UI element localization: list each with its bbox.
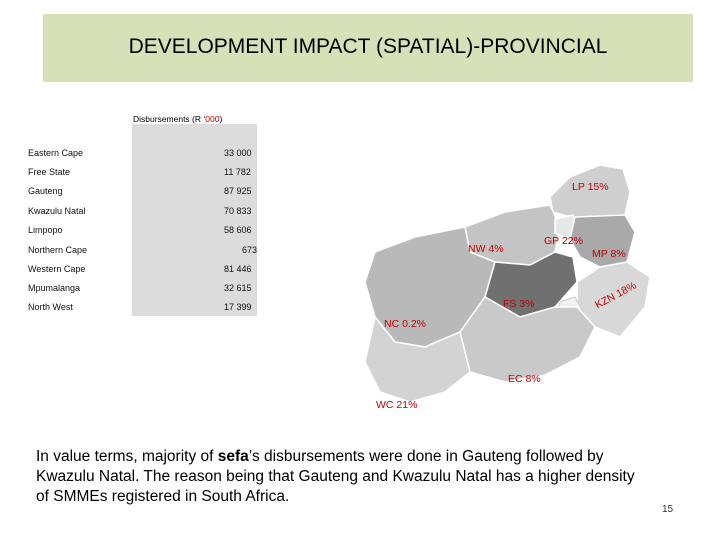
province-value: 70 833 [224, 206, 252, 216]
map-label-gp: GP 22% [544, 235, 583, 247]
map-label-nw: NW 4% [468, 243, 504, 255]
map-label-wc: WC 21% [376, 399, 418, 411]
province-name: Gauteng [28, 186, 63, 196]
province-value: 58 606 [224, 225, 252, 235]
table-row: Limpopo 58 606 [28, 225, 257, 244]
caption-brand: sefa [217, 448, 249, 465]
table-row: Northern Cape 673 [28, 245, 257, 264]
province-name: Free State [28, 167, 71, 177]
disbursement-table: Eastern Cape 33 000 Free State 11 782 Gaut… [28, 124, 257, 316]
table-header-suffix: ) [219, 114, 223, 124]
province-value: 81 446 [224, 264, 252, 274]
province-name: Mpumalanga [28, 283, 81, 293]
map-label-lp: LP 15% [572, 181, 609, 193]
table-row: Gauteng 87 925 [28, 186, 257, 205]
table-header: Disbursements (R ‘000) [133, 114, 222, 124]
table-row: Kwazulu Natal 70 833 [28, 206, 257, 225]
province-value: 32 615 [224, 283, 252, 293]
table-header-prefix: Disbursements (R ‘ [133, 114, 206, 124]
caption-before: In value terms, majority of [36, 448, 218, 465]
province-value: 33 000 [224, 148, 252, 158]
table-row: Western Cape 81 446 [28, 264, 257, 283]
caption-text: In value terms, majority of sefa’s disbu… [36, 447, 646, 507]
title-banner [43, 14, 693, 82]
province-name: Kwazulu Natal [28, 206, 86, 216]
province-name: North West [28, 302, 73, 312]
province-name: Limpopo [28, 225, 63, 235]
map-label-fs: FS 3% [503, 298, 535, 310]
slide-title: DEVELOPMENT IMPACT (SPATIAL)-PROVINCIAL [128, 35, 608, 58]
table-row: North West 17 399 [28, 302, 257, 321]
south-africa-map [364, 164, 651, 403]
map-region-western-cape [364, 315, 471, 403]
map-label-ec: EC 8% [508, 373, 541, 385]
province-name: Eastern Cape [28, 148, 84, 158]
map-label-nc: NC 0.2% [384, 318, 427, 330]
map-region-kwazulu-natal [576, 261, 651, 338]
province-value: 11 782 [224, 167, 251, 177]
province-value: 87 925 [224, 186, 252, 196]
table-header-unit: 000 [205, 114, 220, 124]
province-name: Western Cape [28, 264, 86, 274]
table-row: Mpumalanga 32 615 [28, 283, 257, 302]
province-value: 17 399 [224, 302, 252, 312]
page-number: 15 [662, 504, 674, 515]
value-column-shade [132, 124, 257, 316]
province-value: 673 [241, 245, 257, 255]
map-region-eastern-cape [459, 296, 596, 383]
province-name: Northern Cape [28, 245, 88, 255]
map-label-mp: MP 8% [592, 248, 626, 260]
table-row: Free State 11 782 [28, 167, 257, 186]
caption-after: ’s disbursements were done in Gauteng fo… [36, 448, 635, 505]
table-row: Eastern Cape 33 000 [28, 148, 257, 167]
map-region-limpopo [549, 164, 631, 220]
